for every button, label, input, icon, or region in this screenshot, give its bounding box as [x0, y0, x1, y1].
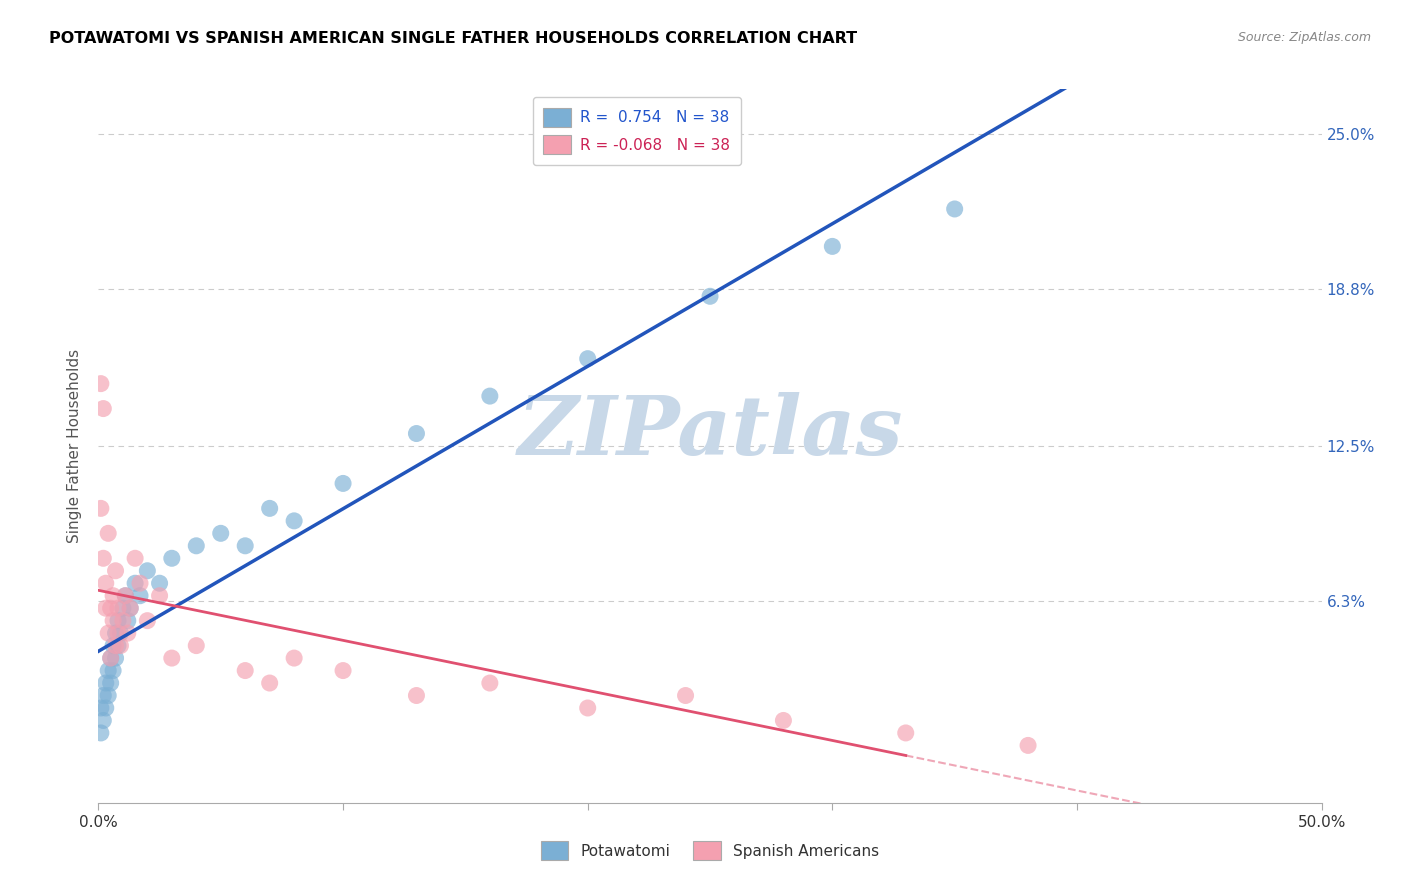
Point: [233, 664, 256, 678]
Point: [91, 689, 114, 703]
Point: [104, 651, 127, 665]
Point: [114, 589, 136, 603]
Point: [104, 626, 127, 640]
Point: [100, 651, 122, 665]
Point: [332, 664, 354, 678]
Point: [97, 689, 120, 703]
Point: [821, 239, 844, 253]
Point: [117, 626, 139, 640]
Point: [943, 202, 966, 216]
Point: [110, 626, 132, 640]
Point: [1017, 739, 1039, 753]
Point: [772, 714, 794, 728]
Y-axis label: Single Father Households: Single Father Households: [67, 349, 83, 543]
Point: [136, 614, 159, 628]
Point: [100, 676, 122, 690]
Point: [94, 701, 117, 715]
Point: [104, 639, 127, 653]
Point: [117, 614, 139, 628]
Point: [90, 701, 112, 715]
Point: [209, 526, 232, 541]
Point: [478, 676, 501, 690]
Point: [699, 289, 721, 303]
Point: [283, 514, 305, 528]
Point: [107, 639, 129, 653]
Point: [97, 526, 120, 541]
Point: [101, 589, 124, 603]
Text: Source: ZipAtlas.com: Source: ZipAtlas.com: [1237, 31, 1371, 45]
Point: [114, 589, 136, 603]
Point: [97, 664, 120, 678]
Point: [91, 551, 114, 566]
Point: [101, 639, 124, 653]
Point: [149, 589, 172, 603]
Point: [136, 564, 159, 578]
Point: [332, 476, 354, 491]
Point: [894, 726, 917, 740]
Legend: Potawatomi, Spanish Americans: Potawatomi, Spanish Americans: [534, 835, 886, 866]
Point: [90, 726, 112, 740]
Point: [124, 551, 146, 566]
Point: [478, 389, 501, 403]
Point: [111, 614, 134, 628]
Point: [259, 676, 281, 690]
Point: [104, 564, 127, 578]
Point: [107, 626, 129, 640]
Point: [100, 601, 122, 615]
Point: [91, 714, 114, 728]
Point: [94, 576, 117, 591]
Point: [120, 601, 142, 615]
Point: [259, 501, 281, 516]
Point: [100, 651, 122, 665]
Text: ZIPatlas: ZIPatlas: [517, 392, 903, 472]
Point: [90, 376, 112, 391]
Point: [233, 539, 256, 553]
Point: [186, 639, 208, 653]
Point: [160, 551, 183, 566]
Point: [405, 689, 427, 703]
Point: [111, 601, 134, 615]
Point: [160, 651, 183, 665]
Point: [94, 601, 117, 615]
Point: [405, 426, 427, 441]
Text: POTAWATOMI VS SPANISH AMERICAN SINGLE FATHER HOUSEHOLDS CORRELATION CHART: POTAWATOMI VS SPANISH AMERICAN SINGLE FA…: [49, 31, 858, 46]
Point: [90, 501, 112, 516]
Point: [576, 351, 599, 366]
Point: [675, 689, 697, 703]
Point: [91, 401, 114, 416]
Point: [107, 601, 129, 615]
Point: [94, 676, 117, 690]
Point: [576, 701, 599, 715]
Point: [101, 614, 124, 628]
Point: [110, 639, 132, 653]
Point: [149, 576, 172, 591]
Point: [283, 651, 305, 665]
Point: [120, 601, 142, 615]
Point: [186, 539, 208, 553]
Point: [97, 626, 120, 640]
Point: [129, 589, 152, 603]
Point: [101, 664, 124, 678]
Point: [107, 614, 129, 628]
Point: [124, 576, 146, 591]
Point: [129, 576, 152, 591]
